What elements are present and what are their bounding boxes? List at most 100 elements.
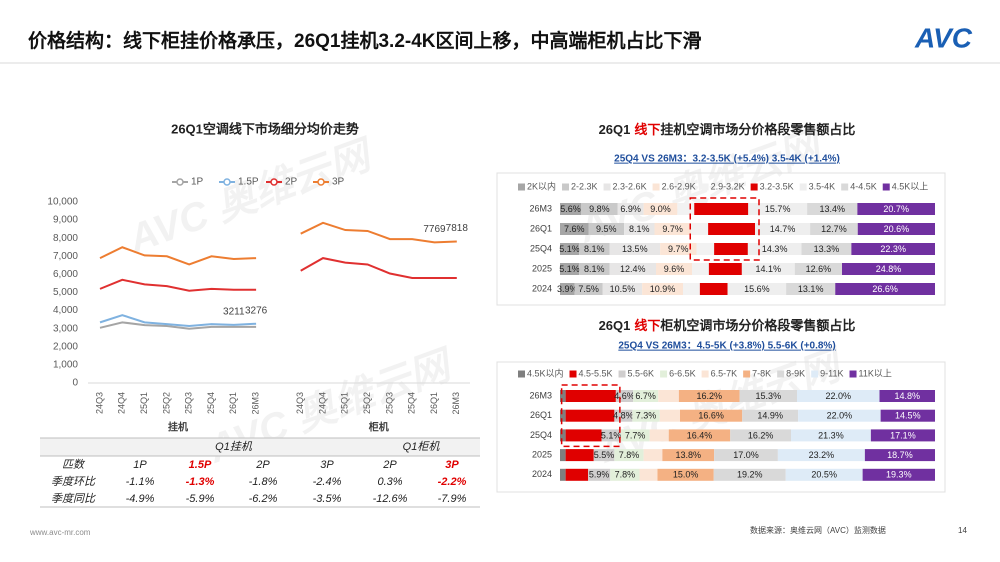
bar-segment	[560, 449, 566, 462]
bar-segment	[614, 409, 633, 422]
bar-segment	[690, 223, 709, 235]
data-label: 13.5%	[622, 244, 648, 254]
table-cell: -2.4%	[313, 476, 342, 488]
table-cell: -7.9%	[438, 493, 467, 505]
data-label: 15.7%	[765, 204, 791, 214]
table-cell: 3P	[320, 459, 334, 471]
data-label: 19.2%	[737, 470, 763, 480]
legend-swatch	[660, 370, 668, 378]
title-part: 线下	[634, 122, 660, 137]
data-label: 16.6%	[698, 411, 724, 421]
bar-segment	[609, 243, 661, 255]
legend-swatch	[811, 370, 819, 378]
data-label: 5.1%	[601, 430, 622, 440]
table-cell: 1.5P	[189, 459, 212, 471]
bar-segment	[560, 223, 589, 235]
legend-label: 2.9-3.2K	[711, 181, 745, 191]
x-tick-label: 25Q2	[362, 392, 372, 414]
y-tick-label: 25Q4	[530, 243, 552, 253]
bar-segment	[694, 203, 749, 215]
y-tick-label: 2025	[532, 263, 552, 273]
bar-segment	[649, 429, 669, 442]
y-tick-label: 9,000	[53, 215, 78, 226]
legend-marker	[223, 178, 231, 186]
bar-segment	[574, 283, 603, 295]
data-label: 13.4%	[819, 204, 845, 214]
legend-label: 2-2.3K	[571, 181, 598, 191]
legend-swatch	[743, 370, 751, 378]
bar-segment	[748, 203, 808, 215]
table-cell: 3P	[445, 459, 459, 471]
legend-marker	[176, 178, 184, 186]
bar-segment	[747, 243, 802, 255]
table-header: Q1挂机	[215, 440, 253, 453]
bar-segment	[777, 449, 865, 462]
table-cell: -4.9%	[126, 493, 155, 505]
bar-segment	[807, 203, 858, 215]
table-cell: -2.2%	[438, 476, 467, 488]
data-label: 5.5%	[594, 450, 615, 460]
chart-subtitle: 25Q4 VS 26M3：3.2-3.5K (+5.4%) 3.5-4K (+1…	[614, 154, 840, 165]
legend-label: 2K以内	[527, 180, 556, 191]
table-cell: -12.6%	[373, 493, 408, 505]
title-part: 柜机空调市场分价格段零售额占比	[659, 318, 855, 333]
data-label: 9.5%	[596, 224, 617, 234]
data-label: 14.8%	[894, 391, 920, 401]
bar-segment	[870, 429, 935, 442]
bar-segment	[741, 263, 795, 275]
x-tick-label: 26M3	[250, 392, 260, 415]
x-tick-label: 26M3	[451, 392, 461, 415]
data-label: 5.1%	[559, 244, 580, 254]
bar-segment	[560, 203, 581, 215]
legend-label: 8-9K	[786, 368, 805, 378]
bar-segment	[714, 243, 748, 255]
data-label: 13.3%	[814, 244, 840, 254]
logo: AVC	[914, 22, 973, 53]
bar-segment	[727, 283, 787, 295]
x-tick-label: 25Q4	[206, 392, 216, 414]
bar-segment	[791, 429, 871, 442]
data-label: 16.2%	[748, 430, 774, 440]
bar-segment	[643, 203, 678, 215]
series-line	[99, 221, 457, 266]
table-cell: -1.1%	[126, 476, 155, 488]
bar-segment	[620, 429, 650, 442]
data-label: 6.9%	[620, 204, 641, 214]
data-label: 7.3%	[636, 411, 657, 421]
data-label: 10.9%	[650, 284, 676, 294]
bar-segment	[565, 390, 616, 402]
y-tick-label: 25Q4	[530, 430, 552, 440]
bar-segment	[633, 390, 659, 402]
chart-subtitle: 25Q4 VS 26M3：4.5-5K (+3.8%) 5.5-6K (+0.8…	[618, 341, 835, 352]
data-label: 15.6%	[744, 284, 770, 294]
table-cell: 季度同比	[51, 492, 96, 505]
legend-label: 4.5K以上	[892, 181, 929, 191]
data-label: 4.8%	[613, 411, 634, 421]
legend-swatch	[518, 183, 525, 191]
y-tick-label: 26Q1	[530, 223, 552, 233]
y-tick-label: 2025	[532, 449, 552, 459]
data-label: 17.0%	[733, 450, 759, 460]
bar-segment	[798, 409, 881, 422]
bar-segment	[643, 449, 663, 462]
bar-segment	[617, 203, 644, 215]
data-label: 22.0%	[827, 411, 853, 421]
legend-swatch	[701, 183, 709, 191]
footer-source: 数据来源：奥维云网（AVC）监测数据	[750, 525, 886, 535]
highlight-box	[689, 197, 760, 261]
data-label: 5.6%	[560, 204, 581, 214]
x-tick-label: 26Q1	[228, 392, 238, 414]
y-tick-label: 2024	[532, 469, 552, 479]
y-tick-label: 4,000	[53, 305, 78, 316]
series-line	[99, 314, 257, 327]
bar-segment	[680, 409, 743, 422]
bar-segment	[565, 468, 589, 481]
bar-segment	[864, 449, 935, 462]
title-part: 线下	[634, 318, 660, 333]
legend-label: 1P	[191, 177, 204, 188]
data-label: 12.7%	[821, 224, 847, 234]
data-label: 7769	[423, 224, 446, 235]
y-tick-label: 26M3	[529, 203, 552, 213]
bar-segment	[786, 283, 836, 295]
